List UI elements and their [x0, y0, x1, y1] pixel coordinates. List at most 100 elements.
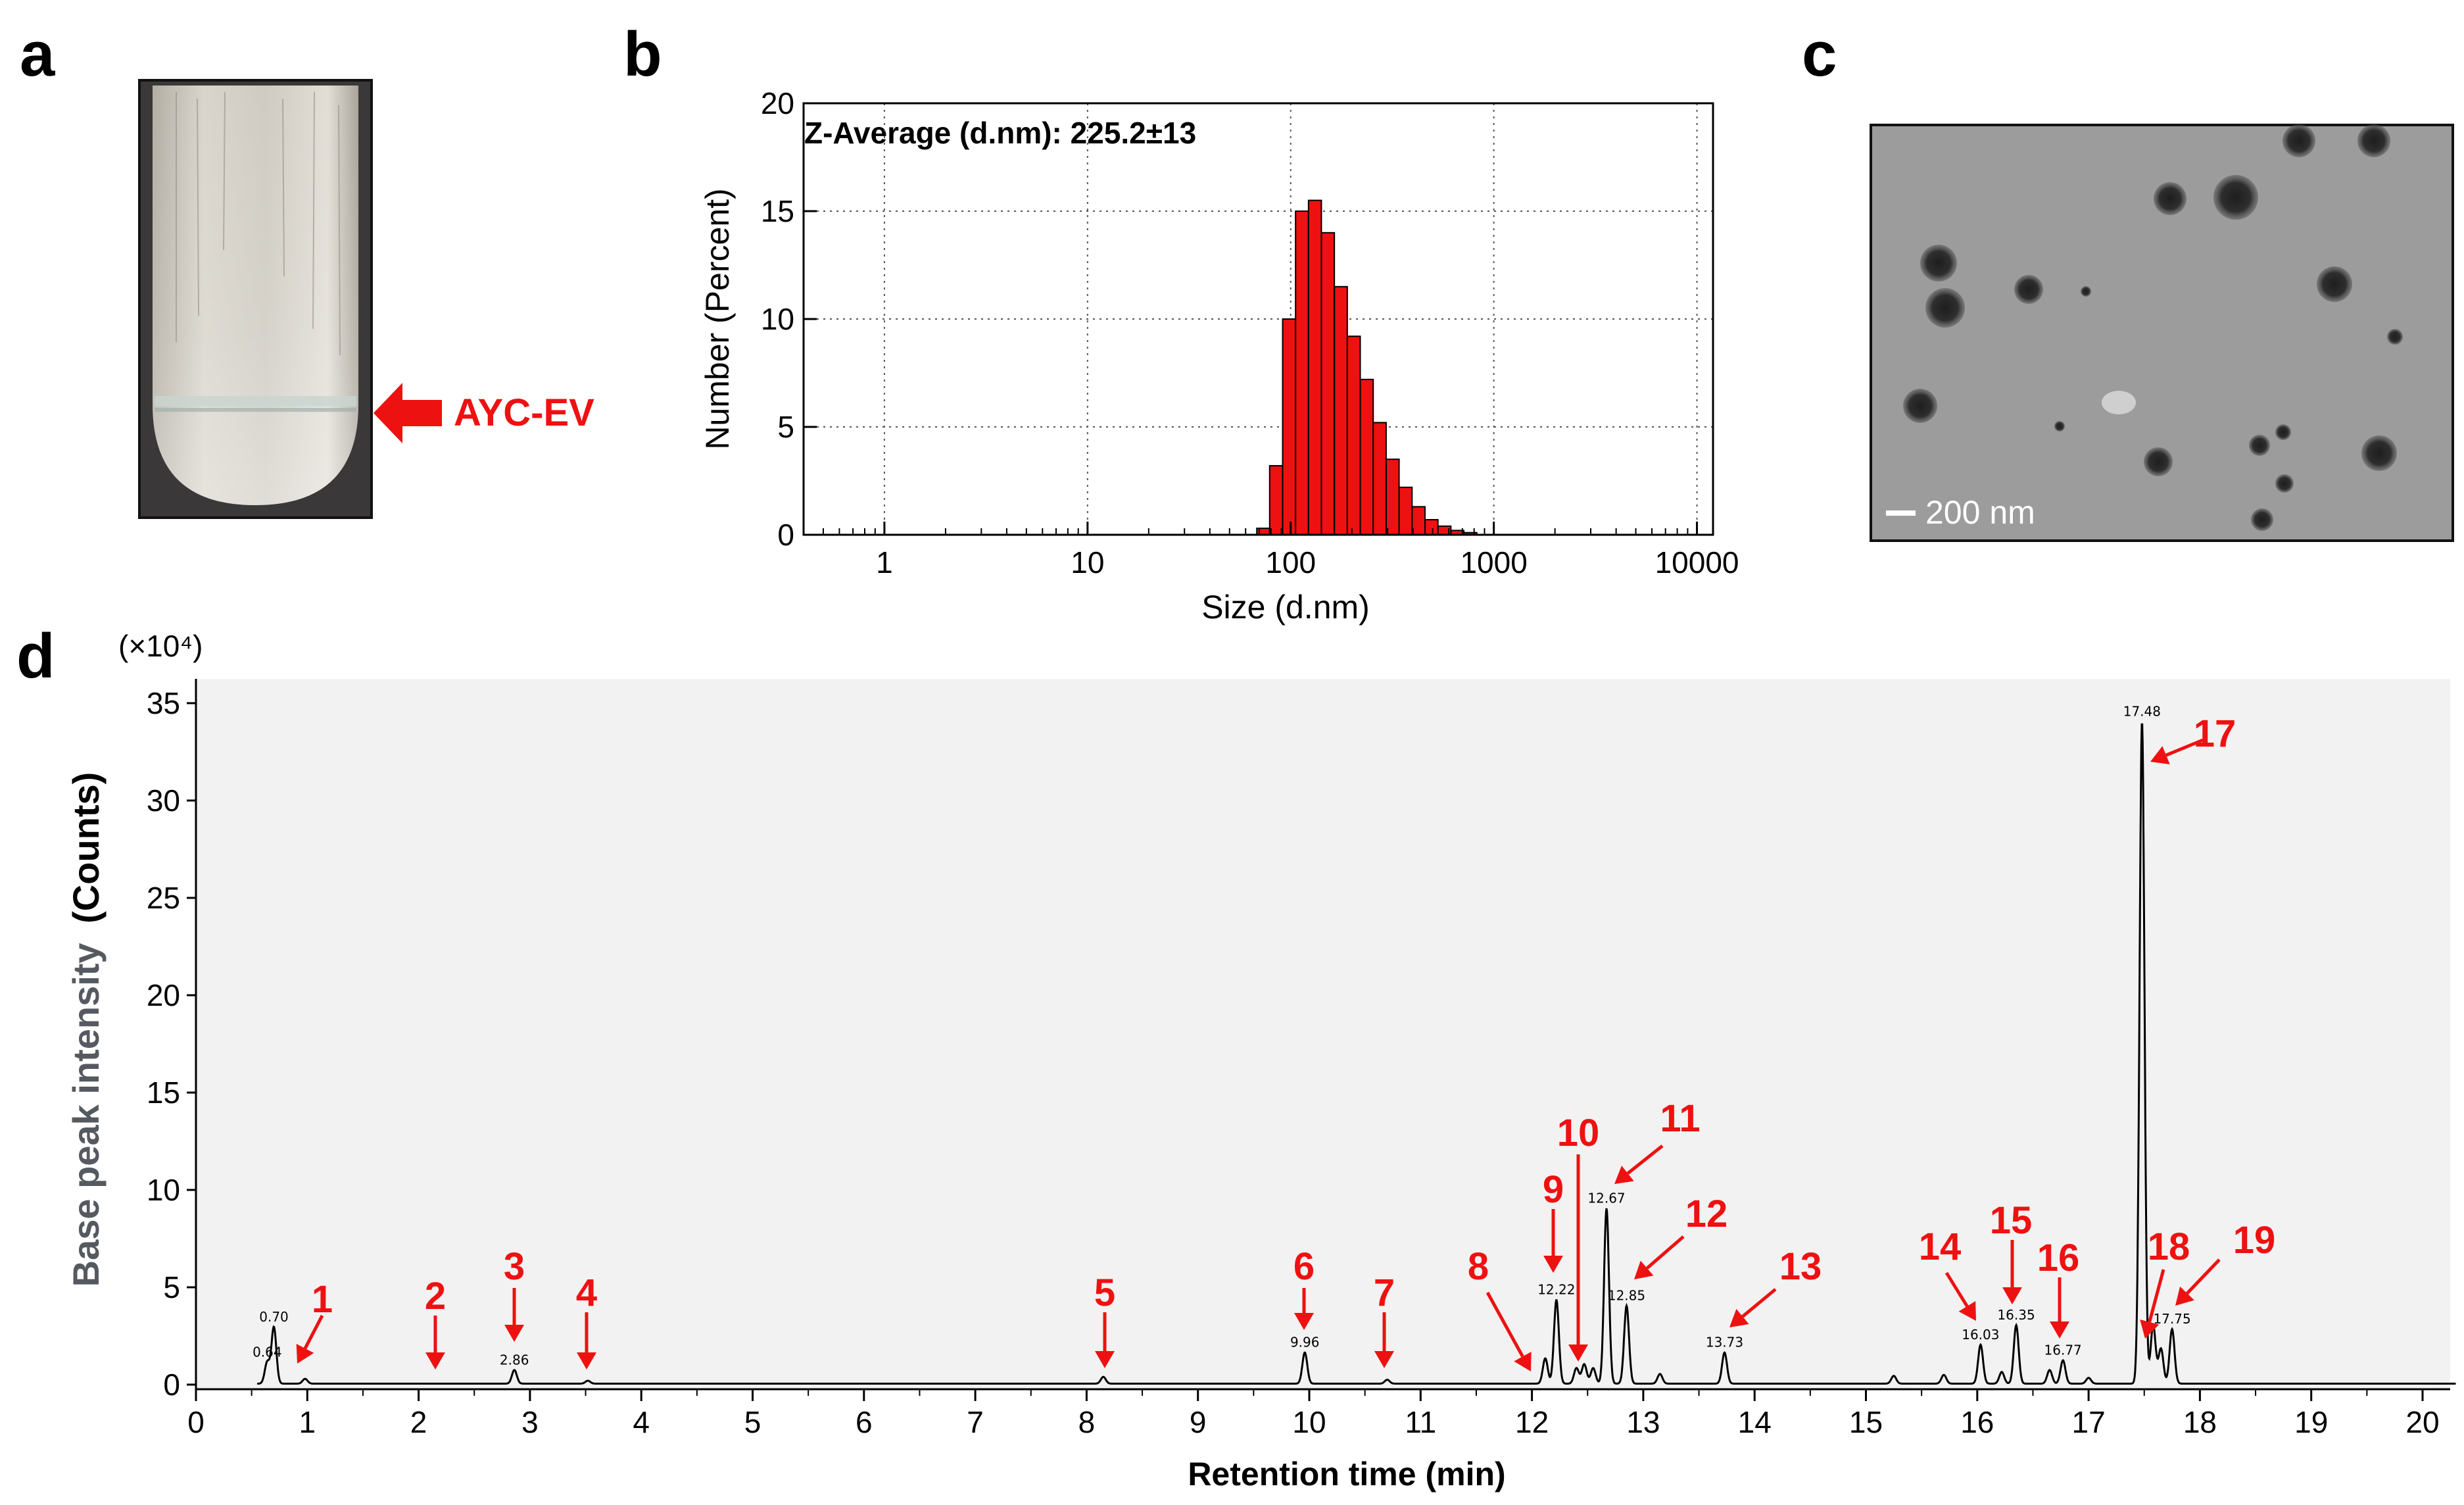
- peak-rt-label: 17.48: [2123, 704, 2161, 720]
- dls-bar: [1334, 285, 1348, 535]
- annotation-3: 3: [504, 1245, 525, 1342]
- chromatogram-x-tick-label: 16: [1960, 1405, 1994, 1439]
- dls-bar: [1372, 422, 1387, 535]
- annotation-arrow-shaft: [1646, 1235, 1685, 1270]
- tube-photo-frame: [138, 79, 373, 519]
- chromatogram-x-tick-label: 20: [2405, 1405, 2439, 1439]
- chromatogram-x-tick-label: 2: [410, 1405, 427, 1439]
- tem-vesicle: [2317, 266, 2352, 302]
- annotation-arrow-head: [2140, 1320, 2160, 1339]
- tem-vesicle: [2054, 421, 2065, 432]
- dls-bar: [1424, 519, 1439, 535]
- chromatogram: 0 1 2 3 4 5 6 7 8 9 10 11 12 13 14 15 16 17 18 19 2005101520…: [65, 629, 2456, 1493]
- dls-y-tick-label: 10: [761, 302, 794, 336]
- tube-streaks: [176, 91, 341, 356]
- dls-y-tick-label: 0: [777, 518, 794, 552]
- chromatogram-x-tick-label: 10: [1292, 1405, 1326, 1439]
- annotation-number: 16: [2037, 1237, 2080, 1279]
- tem-vesicle: [1903, 389, 1937, 423]
- annotation-17: 17: [2150, 712, 2236, 764]
- annotation-1: 1: [296, 1278, 333, 1364]
- tem-vesicle: [1920, 245, 1957, 282]
- annotation-6: 6: [1293, 1245, 1315, 1330]
- annotation-12: 12: [1634, 1193, 1727, 1279]
- z-average-annotation: Z-Average (d.nm): 225.2±13: [804, 116, 1196, 150]
- annotation-15: 15: [1990, 1199, 2032, 1304]
- tem-bright-artifact: [2102, 391, 2136, 414]
- ev-label: AYC-EV: [454, 391, 594, 434]
- dls-bar: [1411, 506, 1426, 535]
- tem-image: 200 nm: [1870, 124, 2454, 542]
- tem-vesicle: [2357, 124, 2390, 157]
- dls-bars: [1256, 199, 1478, 536]
- ev-band-lower: [155, 408, 356, 412]
- dls-bar: [1268, 465, 1284, 535]
- chromatogram-x-tick-label: 19: [2294, 1405, 2328, 1439]
- annotation-arrow-shaft: [2165, 738, 2204, 757]
- tem-vesicle: [2249, 435, 2270, 456]
- annotation-number: 9: [1543, 1168, 1564, 1211]
- chromatogram-x-tick-label: 5: [744, 1405, 761, 1439]
- panel-label-a: a: [20, 19, 55, 89]
- chromatogram-plot-area: [196, 679, 2450, 1389]
- annotation-number: 12: [1685, 1193, 1728, 1235]
- dls-bar: [1295, 210, 1309, 535]
- dls-x-tick-label: 100: [1265, 545, 1316, 580]
- annotation-number: 4: [576, 1271, 597, 1314]
- annotation-number: 1: [312, 1278, 333, 1321]
- chromatogram-y-tick-label: 20: [147, 978, 180, 1012]
- annotation-number: 11: [1660, 1097, 1700, 1140]
- annotation-number: 3: [504, 1245, 525, 1288]
- panel-label-d: d: [16, 621, 55, 691]
- annotation-10: 10: [1557, 1112, 1599, 1362]
- tube-highlight: [153, 86, 358, 505]
- dls-x-tick-label: 1000: [1460, 545, 1527, 580]
- y-axis-title-unit: (Counts): [65, 772, 107, 924]
- tem-vesicle: [2081, 286, 2091, 297]
- chromatogram-peak-labels: 0.64 0.70 2.86 9.96 12.22 12.67 12.85 13.73 16.0…: [253, 704, 2191, 1368]
- ev-arrow: [374, 383, 442, 443]
- chromatogram-x-tick-label: 12: [1515, 1405, 1549, 1439]
- tem-vesicle: [2154, 182, 2186, 215]
- dls-bar: [1307, 199, 1322, 535]
- tem-vesicle: [2361, 435, 2397, 471]
- annotation-arrow-shaft: [2186, 1258, 2221, 1295]
- annotation-arrow-head: [1958, 1300, 1976, 1321]
- peak-rt-label: 16.35: [1997, 1307, 2035, 1323]
- annotation-19: 19: [2175, 1219, 2275, 1306]
- peak-rt-label: 12.67: [1587, 1191, 1625, 1206]
- annotation-7: 7: [1374, 1271, 1395, 1368]
- chromatogram-x-tick-label: 18: [2183, 1405, 2217, 1439]
- annotation-14: 14: [1919, 1225, 1976, 1321]
- chromatogram-trace: [257, 723, 2456, 1385]
- chromatogram-y-tick-label: 35: [147, 686, 180, 720]
- annotation-arrow-head: [2175, 1286, 2194, 1306]
- annotation-arrow-head: [1514, 1351, 1532, 1371]
- tem-vesicle: [2275, 474, 2294, 493]
- annotation-arrow-head: [2050, 1321, 2069, 1339]
- tem-vesicle: [1925, 288, 1965, 328]
- chromatogram-x-tick-label: 15: [1849, 1405, 1883, 1439]
- annotation-arrow-head: [1095, 1351, 1115, 1368]
- dls-grid: [804, 103, 1713, 535]
- peak-rt-label: 13.73: [1706, 1335, 1743, 1350]
- annotation-number: 17: [2194, 712, 2236, 755]
- chromatogram-x-tick-label: 14: [1738, 1405, 1772, 1439]
- annotation-arrow-head: [296, 1344, 314, 1364]
- annotation-13: 13: [1729, 1245, 1822, 1327]
- tube-photo: [138, 79, 373, 519]
- annotation-arrow-head: [2002, 1287, 2022, 1304]
- dls-x-tick-label: 10000: [1655, 545, 1739, 580]
- chromatogram-x-tick-label: 3: [521, 1405, 539, 1439]
- annotation-16: 16: [2037, 1237, 2080, 1339]
- annotation-arrow-shaft: [2148, 1269, 2165, 1323]
- peak-rt-label: 9.96: [1290, 1335, 1320, 1350]
- y-axis-title-main: Base peak intensity: [65, 943, 107, 1287]
- peak-rt-label: 0.70: [259, 1309, 289, 1325]
- annotation-arrow-head: [425, 1352, 445, 1369]
- tem-vesicle: [2014, 275, 2043, 304]
- tem-vesicle: [2144, 447, 2173, 476]
- chromatogram-x-tick-label: 8: [1078, 1405, 1096, 1439]
- chromatogram-x-tick-label: 17: [2072, 1405, 2106, 1439]
